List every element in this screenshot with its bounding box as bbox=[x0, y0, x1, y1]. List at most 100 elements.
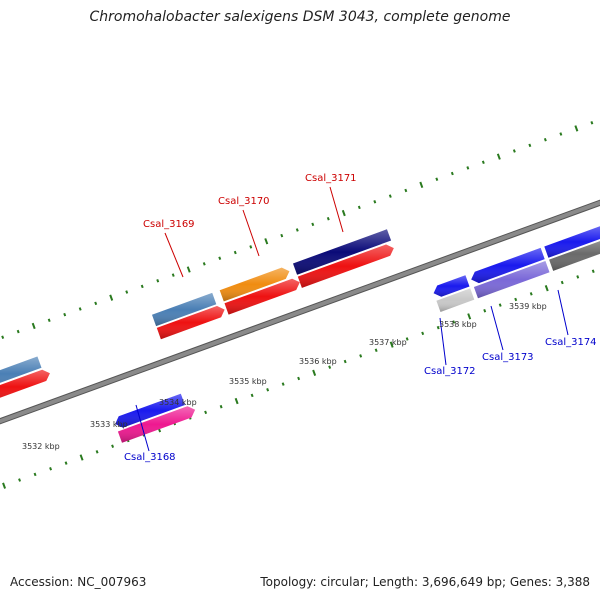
minor-tick bbox=[64, 461, 68, 465]
gene-label: Csal_3172 bbox=[424, 366, 476, 377]
kbp-label: 3538 kbp bbox=[439, 320, 477, 329]
minor-tick bbox=[560, 280, 564, 285]
minor-tick bbox=[16, 329, 20, 334]
major-tick bbox=[389, 341, 394, 348]
major-tick bbox=[419, 181, 424, 188]
feature-3167-cds-shading bbox=[0, 369, 50, 398]
minor-tick bbox=[559, 132, 563, 136]
major-tick bbox=[264, 238, 269, 245]
minor-tick bbox=[590, 121, 594, 125]
minor-tick bbox=[591, 269, 595, 273]
major-tick bbox=[341, 209, 346, 217]
minor-tick bbox=[359, 354, 363, 358]
minor-tick bbox=[47, 318, 51, 323]
major-tick bbox=[312, 369, 317, 376]
major-tick bbox=[496, 153, 501, 160]
kbp-labels-layer: 3532 kbp 3533 kbp 3534 kbp 3535 kbp 3536 kbp… bbox=[22, 302, 547, 451]
feature-3168-cds-shading bbox=[117, 406, 196, 443]
minor-tick bbox=[388, 194, 392, 198]
minor-tick bbox=[233, 250, 237, 255]
feature-3174-gene-shading bbox=[544, 226, 600, 258]
minor-tick bbox=[328, 365, 332, 369]
feature-3173-gene-shading bbox=[471, 247, 545, 284]
features-layer bbox=[0, 226, 600, 443]
minor-tick bbox=[373, 200, 377, 204]
feature-3169-gene-shading bbox=[152, 292, 217, 327]
minor-tick bbox=[281, 382, 285, 386]
major-tick bbox=[186, 266, 191, 273]
minor-tick bbox=[343, 359, 347, 364]
gene-label: Csal_3173 bbox=[482, 352, 534, 363]
minor-tick bbox=[202, 262, 206, 266]
leader-lines-layer bbox=[135, 186, 569, 452]
major-tick bbox=[234, 397, 239, 405]
kbp-label: 3532 kbp bbox=[22, 442, 60, 451]
gene-label: Csal_3171 bbox=[305, 173, 357, 184]
major-tick bbox=[574, 125, 579, 132]
feature-3168-gene-shading bbox=[115, 393, 185, 428]
minor-tick bbox=[250, 393, 254, 398]
gene-labels-layer: Csal_3168 Csal_3169 Csal_3170 Csal_3171 Csal… bbox=[124, 173, 597, 463]
feature-3171-cds-shading bbox=[297, 244, 394, 288]
minor-tick bbox=[481, 160, 485, 165]
minor-tick bbox=[219, 404, 223, 409]
leader-line bbox=[329, 186, 344, 233]
tick-marks-layer bbox=[1, 121, 595, 489]
major-tick bbox=[467, 313, 472, 320]
minor-tick bbox=[297, 376, 301, 381]
major-tick bbox=[2, 482, 7, 489]
minor-tick bbox=[512, 149, 516, 153]
kbp-label: 3536 kbp bbox=[299, 357, 337, 366]
kbp-label: 3534 kbp bbox=[159, 398, 197, 407]
major-tick bbox=[544, 285, 549, 292]
minor-tick bbox=[529, 292, 533, 296]
minor-tick bbox=[466, 166, 470, 170]
minor-tick bbox=[95, 450, 99, 454]
feature-3170-cds-shading bbox=[224, 278, 300, 315]
minor-tick bbox=[404, 188, 408, 193]
feature-3171-gene-shading bbox=[293, 229, 392, 275]
leader-line bbox=[242, 209, 260, 257]
feature-3167-outer-shading bbox=[0, 356, 42, 383]
accession-label: Accession: NC_007963 bbox=[10, 575, 147, 589]
minor-tick bbox=[483, 308, 487, 313]
minor-tick bbox=[436, 325, 440, 330]
minor-tick bbox=[450, 171, 454, 176]
gene-label: Csal_3174 bbox=[545, 337, 597, 348]
minor-tick bbox=[18, 478, 22, 482]
kbp-label: 3535 kbp bbox=[229, 377, 267, 386]
feature-3173-cds-shading bbox=[473, 261, 550, 299]
gene-label: Csal_3169 bbox=[143, 219, 195, 230]
minor-tick bbox=[421, 331, 425, 336]
minor-tick bbox=[498, 303, 502, 307]
gene-label: Csal_3168 bbox=[124, 452, 176, 463]
leader-line bbox=[135, 404, 150, 452]
minor-tick bbox=[280, 233, 284, 238]
major-tick bbox=[31, 322, 36, 330]
leader-line bbox=[164, 232, 184, 278]
kbp-label: 3533 kbp bbox=[90, 420, 128, 429]
minor-tick bbox=[357, 205, 361, 210]
leader-line bbox=[557, 289, 569, 336]
minor-tick bbox=[295, 228, 299, 232]
minor-tick bbox=[78, 307, 82, 311]
kbp-label: 3539 kbp bbox=[509, 302, 547, 311]
minor-tick bbox=[374, 348, 378, 353]
leader-line bbox=[490, 305, 504, 351]
minor-tick bbox=[311, 222, 315, 227]
minor-tick bbox=[326, 216, 330, 221]
minor-tick bbox=[125, 290, 129, 294]
minor-tick bbox=[111, 444, 115, 448]
minor-tick bbox=[171, 273, 175, 277]
leader-line bbox=[439, 317, 447, 366]
map-title: Chromohalobacter salexigens DSM 3043, co… bbox=[89, 9, 511, 25]
minor-tick bbox=[435, 177, 439, 181]
kbp-label: 3537 kbp bbox=[369, 338, 407, 347]
feature-3170-gene-shading bbox=[219, 267, 290, 302]
minor-tick bbox=[543, 137, 547, 142]
minor-tick bbox=[204, 410, 208, 415]
feature-3172-gene-shading bbox=[433, 275, 470, 297]
minor-tick bbox=[249, 245, 253, 249]
genome-stats-label: Topology: circular; Length: 3,696,649 bp… bbox=[260, 575, 590, 589]
